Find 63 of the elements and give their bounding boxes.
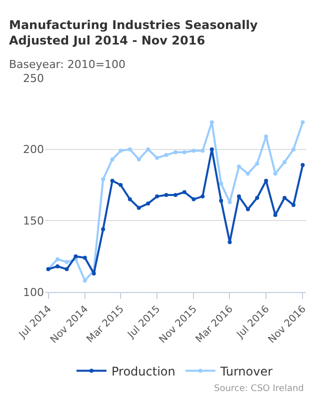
point (110, 178, 114, 183)
point (136, 206, 141, 210)
point (219, 182, 224, 186)
point (200, 148, 205, 153)
point (192, 197, 196, 202)
point (136, 157, 141, 162)
point (236, 164, 241, 168)
point (155, 194, 160, 198)
point (146, 202, 150, 206)
point (56, 257, 60, 262)
point (56, 264, 60, 268)
point (146, 147, 150, 152)
point (255, 162, 260, 166)
point (74, 254, 78, 258)
point (255, 196, 260, 200)
point (291, 202, 296, 207)
legend-label: Turnover (219, 364, 273, 378)
point (200, 194, 205, 198)
point (64, 267, 69, 272)
chart-title: Manufacturing Industries Seasonally Adjusted Jul 2014 - Nov 2016 (9, 18, 258, 48)
point (210, 120, 214, 124)
point (219, 198, 224, 203)
point (291, 147, 296, 152)
point (82, 256, 87, 260)
point (300, 120, 305, 124)
point (164, 192, 168, 197)
y-tick-label: 100 (23, 286, 44, 299)
point (210, 147, 214, 152)
point (182, 150, 186, 154)
legend-label: Production (112, 364, 176, 378)
point (164, 153, 168, 158)
point (192, 148, 196, 153)
y-tick-label: 200 (23, 143, 44, 156)
point (228, 200, 232, 204)
point (264, 178, 268, 183)
point (110, 157, 114, 162)
point (174, 150, 178, 154)
y-tick-label: 250 (23, 72, 44, 85)
point (118, 183, 123, 187)
point (155, 156, 160, 160)
point (246, 207, 250, 212)
point (228, 240, 232, 244)
point (300, 163, 305, 168)
point (82, 278, 87, 283)
point (282, 160, 287, 164)
point (273, 172, 278, 176)
point (174, 192, 178, 197)
point (128, 197, 132, 202)
point (182, 190, 186, 194)
point (273, 212, 278, 217)
source-note: Source: CSO Ireland (214, 384, 304, 394)
point (128, 147, 132, 152)
y-tick-label: 150 (23, 214, 44, 228)
point (101, 177, 106, 182)
point (101, 227, 106, 232)
chart-subtitle: Baseyear: 2010=100 (9, 58, 126, 71)
point (282, 196, 287, 200)
point (236, 194, 241, 198)
point (264, 134, 268, 138)
point (64, 260, 69, 264)
point (246, 172, 250, 176)
point (118, 148, 123, 153)
point (92, 271, 96, 276)
